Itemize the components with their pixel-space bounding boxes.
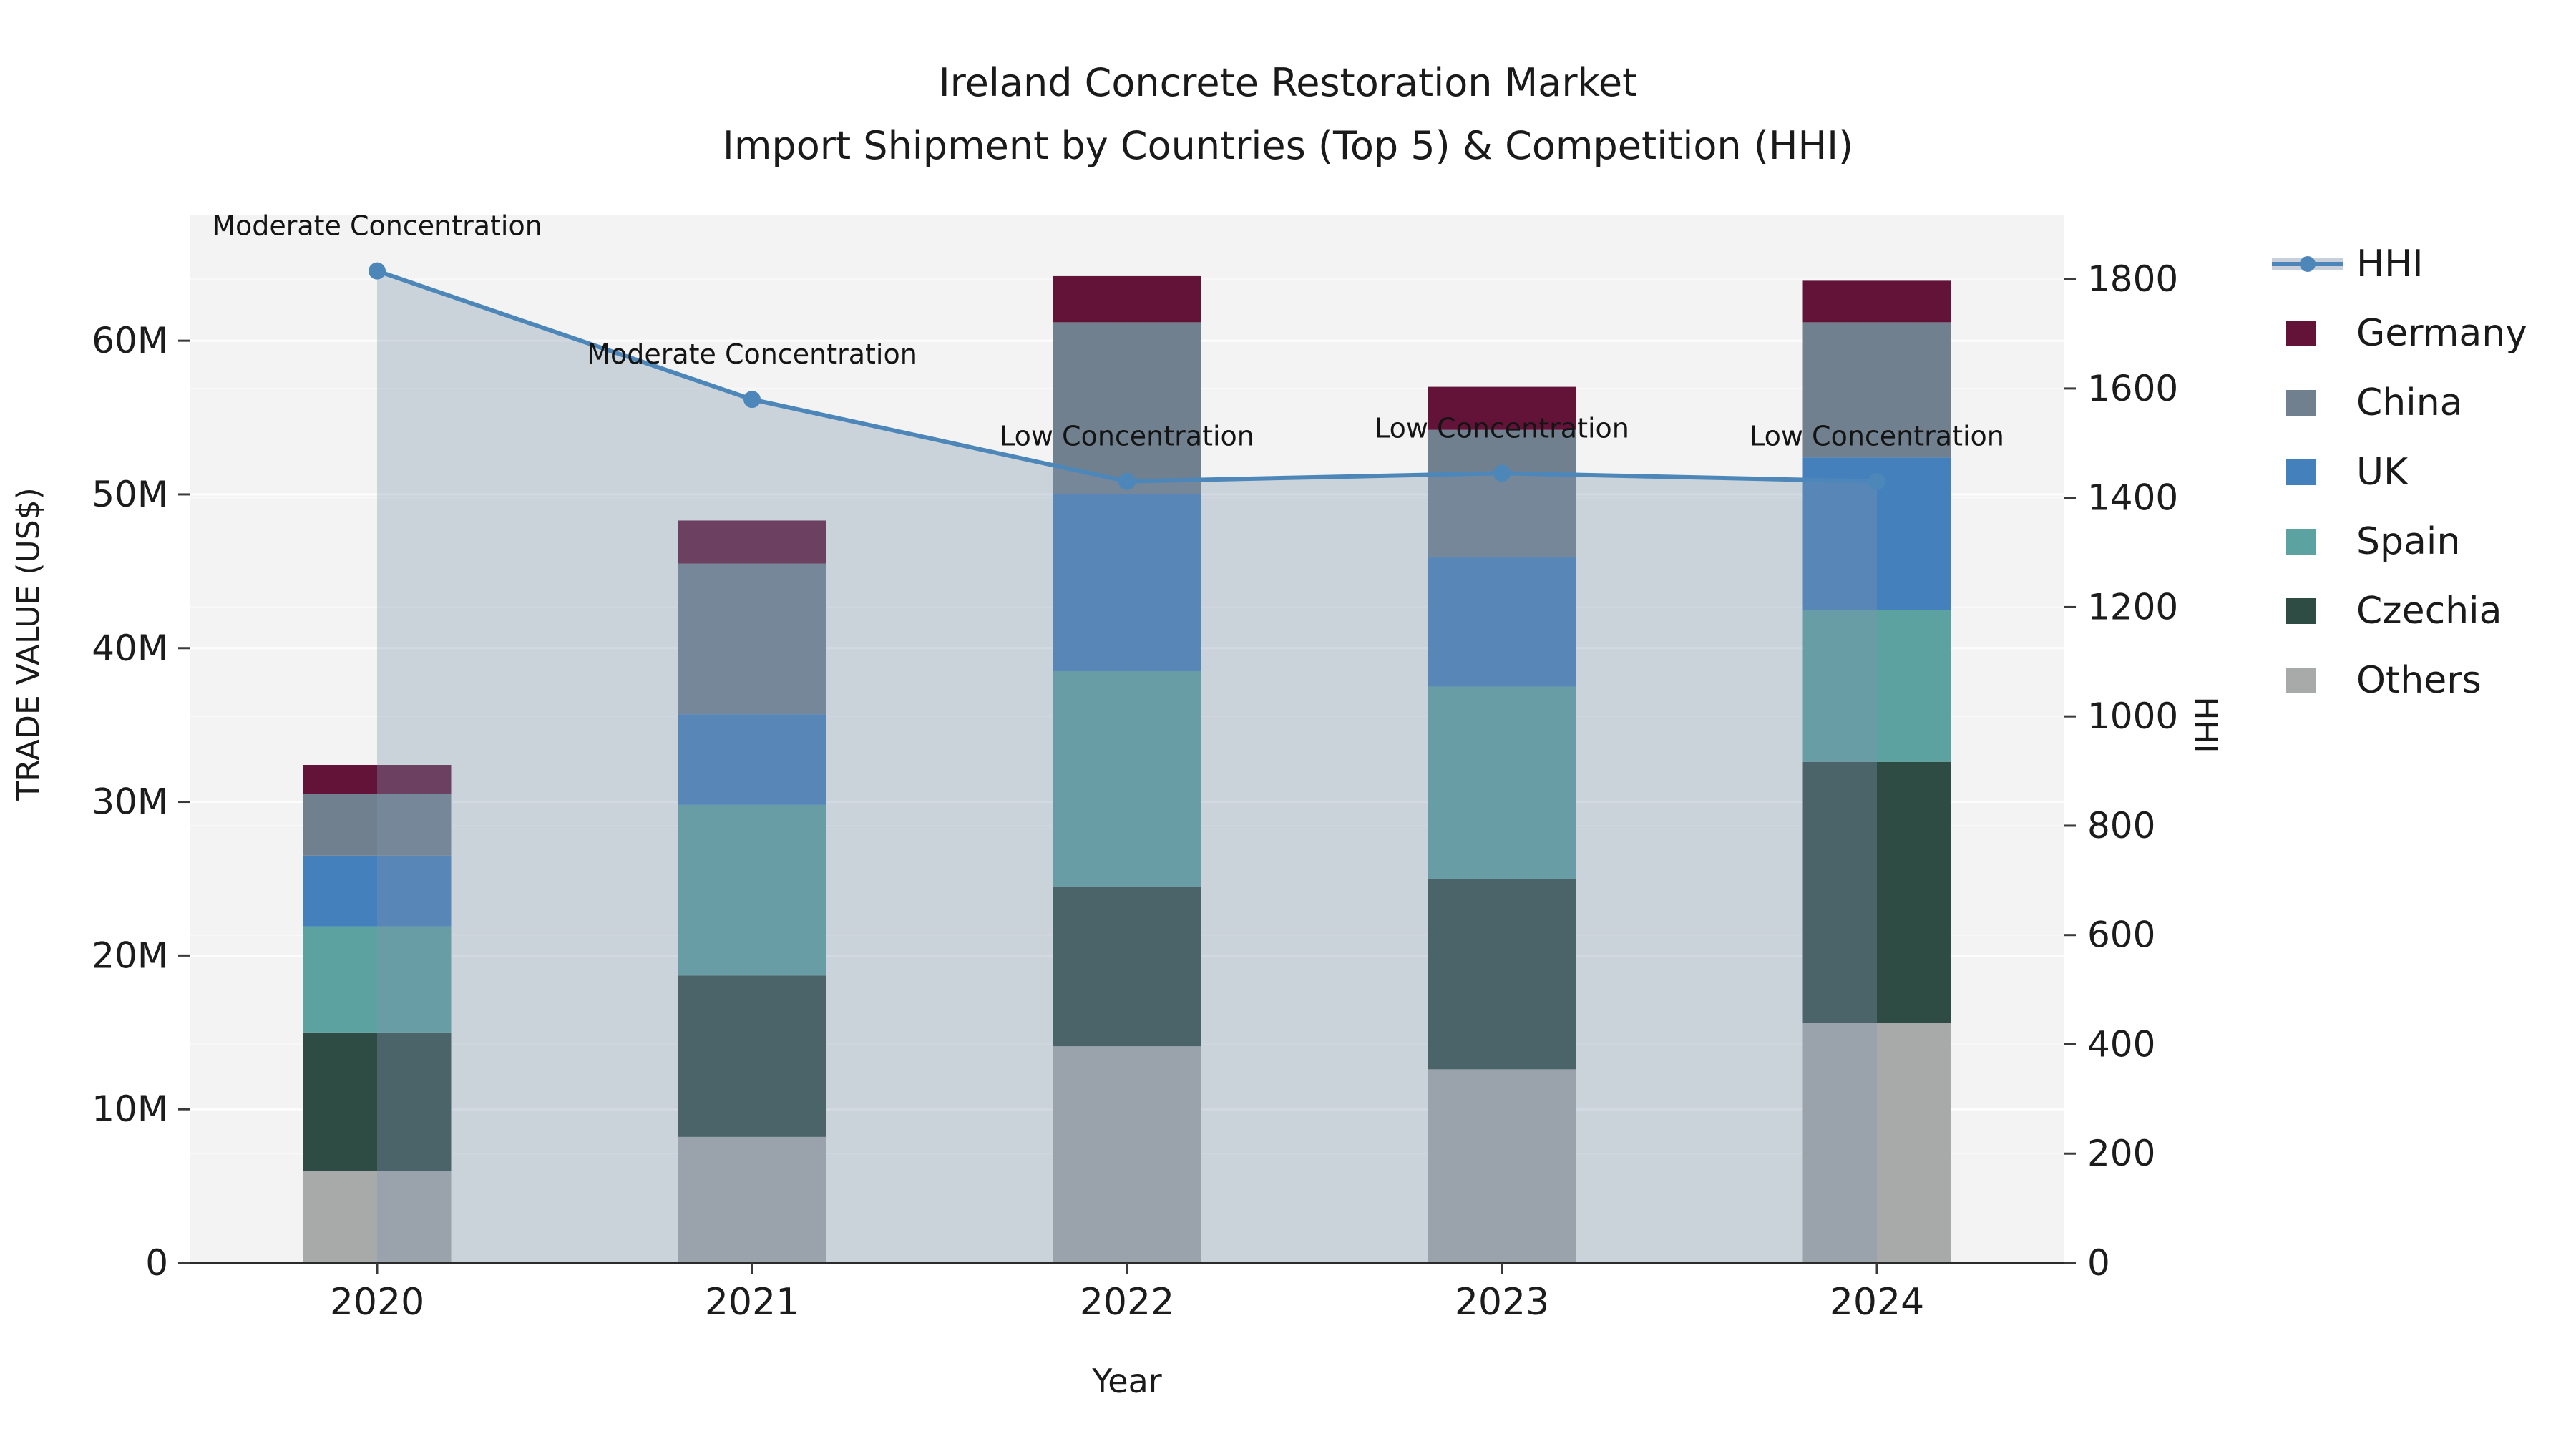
bar-segment-2023-germany: [1428, 386, 1576, 430]
legend-patch-czechia: [2286, 597, 2316, 624]
left-tick-label: 30M: [92, 781, 168, 823]
bar-segment-2021-others: [678, 1136, 826, 1263]
bar-segment-2020-spain: [303, 926, 452, 1033]
legend-label-hhi: HHI: [2356, 242, 2424, 286]
annotation-2021: Moderate Concentration: [587, 338, 917, 370]
bar-segment-2021-uk: [678, 714, 826, 805]
right-tick-label: 1400: [2087, 477, 2178, 519]
x-tick-label: 2022: [1080, 1281, 1174, 1324]
bar-segment-2024-spain: [1802, 610, 1951, 762]
legend-color-swatch: [2272, 320, 2346, 346]
x-tick-label: 2023: [1455, 1281, 1549, 1324]
legend-patch-germany: [2286, 320, 2316, 346]
hhi-line-swatch: [2272, 250, 2346, 278]
right-tick-label: 0: [2087, 1242, 2110, 1284]
left-axis-title: TRADE VALUE (US$): [10, 487, 47, 801]
right-tick-label: 800: [2087, 805, 2155, 847]
hhi-point-2022: [1118, 472, 1136, 490]
legend-color-swatch: [2272, 667, 2346, 693]
legend: HHI Germany China UK Spain Czechia Others: [2272, 229, 2527, 715]
legend-label-china: China: [2356, 381, 2463, 424]
legend-color-swatch: [2272, 597, 2346, 624]
bar-segment-2020-germany: [303, 765, 452, 794]
right-tick-label: 1600: [2087, 368, 2178, 409]
hhi-point-2020: [369, 262, 386, 280]
right-tick-label: 1200: [2087, 586, 2178, 628]
legend-item-spain: Spain: [2272, 507, 2527, 576]
left-tick-label: 50M: [92, 474, 168, 515]
legend-item-uk: UK: [2272, 437, 2527, 507]
legend-color-swatch: [2272, 389, 2346, 416]
bar-segment-2024-china: [1802, 322, 1951, 458]
bar-segment-2021-czechia: [678, 975, 826, 1137]
hhi-area: [377, 270, 1877, 1263]
bar-segment-2021-spain: [678, 804, 826, 976]
chart-title-line2: Import Shipment by Countries (Top 5) & C…: [722, 123, 1854, 168]
legend-patch-uk: [2286, 459, 2316, 485]
right-tick-label: 400: [2087, 1023, 2155, 1065]
bar-segment-2024-czechia: [1802, 761, 1951, 1023]
legend-label-czechia: Czechia: [2356, 589, 2502, 633]
hhi-point-2023: [1493, 464, 1511, 482]
annotation-2023: Low Concentration: [1375, 412, 1629, 444]
bar-segment-2022-china: [1053, 322, 1201, 494]
right-tick-label: 1800: [2087, 258, 2178, 300]
bar-segment-2023-spain: [1428, 686, 1576, 879]
hhi-swatch-icon: [2272, 255, 2343, 272]
legend-color-swatch: [2272, 459, 2346, 485]
bar-segment-2022-czechia: [1053, 886, 1201, 1047]
hhi-point-2021: [743, 391, 761, 409]
bar-segment-2020-uk: [303, 855, 452, 927]
right-tick-label: 200: [2087, 1133, 2155, 1174]
chart-title-line1: Ireland Concrete Restoration Market: [938, 60, 1638, 105]
right-tick-label: 1000: [2087, 696, 2178, 737]
right-axis-title: HHI: [2187, 696, 2224, 753]
legend-label-uk: UK: [2356, 450, 2409, 494]
bar-segment-2023-others: [1428, 1069, 1576, 1263]
annotation-2024: Low Concentration: [1750, 421, 2004, 452]
legend-label-spain: Spain: [2356, 519, 2461, 563]
bar-segment-2022-others: [1053, 1046, 1201, 1263]
bar-segment-2022-spain: [1053, 670, 1201, 887]
legend-item-germany: Germany: [2272, 298, 2527, 368]
left-tick-label: 0: [145, 1242, 168, 1284]
left-tick-label: 40M: [92, 628, 168, 669]
bar-segment-2022-uk: [1053, 494, 1201, 671]
x-tick-label: 2020: [330, 1281, 424, 1324]
bar-segment-2021-germany: [678, 520, 826, 564]
legend-item-czechia: Czechia: [2272, 576, 2527, 645]
x-axis-title: Year: [1092, 1362, 1162, 1400]
bar-segment-2020-china: [303, 794, 452, 856]
legend-item-others: Others: [2272, 645, 2527, 715]
bar-segment-2022-germany: [1053, 275, 1201, 323]
annotation-2022: Low Concentration: [1000, 421, 1254, 452]
bar-segment-2020-czechia: [303, 1032, 452, 1171]
bar-segment-2024-germany: [1802, 280, 1951, 323]
x-tick-label: 2024: [1830, 1281, 1924, 1324]
bar-segment-2021-china: [678, 563, 826, 715]
bar-segment-2023-china: [1428, 429, 1576, 558]
legend-label-germany: Germany: [2356, 311, 2528, 355]
bar-segment-2024-others: [1802, 1023, 1951, 1263]
bar-segment-2023-czechia: [1428, 878, 1576, 1070]
legend-item-china: China: [2272, 368, 2527, 437]
left-tick-label: 10M: [92, 1088, 168, 1130]
legend-item-hhi: HHI: [2272, 229, 2527, 298]
legend-patch-spain: [2286, 528, 2316, 555]
bar-segment-2020-others: [303, 1171, 452, 1263]
annotation-2020: Moderate Concentration: [212, 210, 542, 242]
left-tick-label: 20M: [92, 935, 168, 976]
legend-label-others: Others: [2356, 658, 2482, 702]
hhi-point-2024: [1868, 472, 1885, 490]
chart-title: Ireland Concrete Restoration Market Impo…: [0, 52, 2576, 177]
legend-color-swatch: [2272, 528, 2346, 555]
x-tick-label: 2021: [705, 1281, 799, 1324]
legend-patch-china: [2286, 389, 2316, 416]
bar-segment-2023-uk: [1428, 557, 1576, 687]
right-tick-label: 600: [2087, 914, 2155, 956]
legend-patch-others: [2286, 667, 2316, 693]
left-tick-label: 60M: [92, 320, 168, 361]
